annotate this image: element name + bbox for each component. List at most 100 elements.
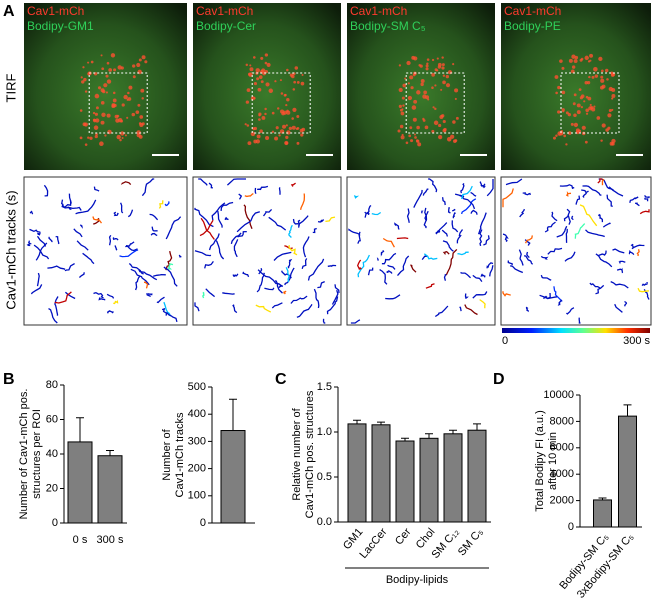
track — [255, 304, 272, 313]
spot — [578, 88, 582, 92]
spot — [136, 130, 141, 135]
spot — [452, 63, 455, 66]
spot — [398, 87, 403, 93]
panel-label: D — [493, 371, 505, 388]
spot — [89, 136, 93, 140]
track — [302, 236, 310, 258]
spot — [567, 131, 572, 135]
spot — [261, 68, 266, 73]
spot — [417, 142, 422, 147]
spot — [274, 136, 279, 141]
track — [644, 195, 650, 199]
microscopy-image — [347, 3, 495, 170]
track — [470, 209, 478, 215]
track — [232, 273, 239, 277]
track — [127, 209, 134, 218]
spot — [555, 134, 558, 137]
spot — [141, 55, 146, 60]
spot — [425, 67, 429, 71]
spot — [425, 64, 429, 68]
track — [178, 254, 182, 258]
track — [48, 236, 53, 243]
track — [641, 281, 648, 287]
spot — [264, 107, 267, 111]
spot — [260, 80, 264, 84]
spot — [563, 134, 567, 138]
spot — [398, 104, 402, 108]
spot — [257, 87, 262, 92]
track — [460, 198, 477, 215]
spot — [283, 93, 287, 97]
spot — [426, 58, 430, 61]
spot — [121, 136, 124, 140]
spot — [554, 75, 559, 79]
track — [539, 294, 558, 300]
spot — [593, 105, 596, 108]
spot — [253, 97, 256, 100]
track — [208, 182, 213, 189]
spot — [408, 134, 412, 138]
spot — [405, 141, 409, 145]
track — [73, 228, 83, 238]
spot — [119, 138, 122, 142]
track — [150, 232, 158, 237]
bar — [395, 440, 415, 523]
track — [595, 253, 613, 268]
spot — [131, 112, 136, 117]
colorbar — [502, 328, 650, 333]
bar — [443, 433, 463, 523]
track — [114, 245, 118, 251]
roi-box — [88, 72, 148, 134]
spot — [565, 111, 569, 115]
track — [442, 250, 450, 256]
track — [36, 272, 40, 287]
track — [452, 212, 456, 219]
spot — [589, 103, 592, 107]
track — [565, 228, 568, 243]
spot — [571, 65, 576, 69]
spot — [400, 111, 405, 116]
track — [477, 212, 487, 235]
error-bar — [598, 497, 607, 500]
image-label: Cav1-mCh — [196, 4, 253, 18]
track — [290, 182, 296, 187]
spot — [573, 59, 578, 64]
spot — [600, 78, 605, 83]
spot — [108, 68, 113, 72]
spot — [252, 127, 256, 131]
track — [64, 263, 75, 272]
image-label: Bodipy-Cer — [196, 19, 256, 33]
spot — [423, 90, 428, 95]
track — [582, 185, 602, 196]
spot — [410, 139, 414, 143]
track — [167, 263, 174, 270]
spot — [411, 105, 417, 110]
track-panel — [23, 176, 188, 326]
track — [434, 305, 449, 318]
spot — [94, 93, 100, 99]
track — [93, 292, 104, 299]
spot — [401, 96, 405, 100]
spot — [424, 125, 429, 130]
track — [217, 210, 223, 228]
spot — [600, 85, 604, 90]
spot — [432, 106, 435, 109]
spot — [438, 135, 443, 140]
spot — [265, 135, 270, 141]
spot — [440, 88, 443, 91]
track — [381, 252, 397, 265]
spot — [442, 128, 447, 133]
spot — [565, 143, 568, 146]
track — [271, 302, 283, 309]
spot — [611, 97, 614, 100]
spot — [442, 74, 446, 77]
track — [445, 248, 458, 276]
spot — [442, 119, 446, 124]
track — [630, 243, 634, 248]
spot — [92, 118, 96, 122]
track — [460, 182, 465, 194]
spot — [442, 80, 446, 85]
spot — [124, 134, 127, 137]
microscopy-image — [501, 3, 651, 170]
